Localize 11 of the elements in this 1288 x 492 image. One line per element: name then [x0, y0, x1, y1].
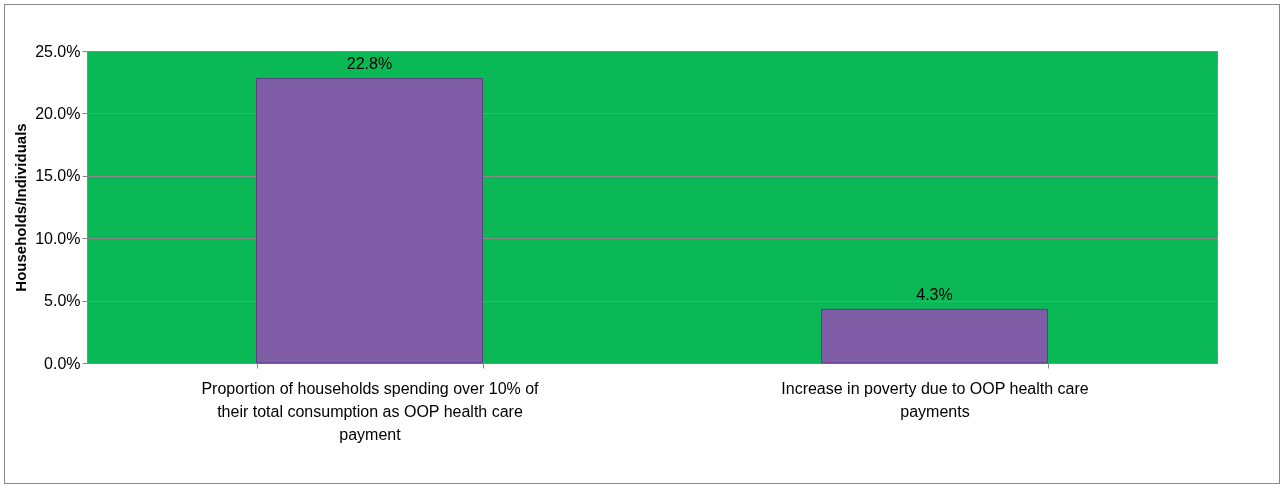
y-tick-label: 25.0%	[35, 42, 81, 60]
x-tick-label: Proportion of households spending over 10% of their total consumption as OOP health care payment	[201, 379, 540, 443]
y-tick-label: 0.0%	[44, 354, 81, 372]
y-axis-title: Households/Individuals	[12, 123, 30, 292]
y-tick-label: 5.0%	[44, 292, 81, 310]
data-label: 4.3%	[916, 286, 953, 304]
x-tick-label: Increase in poverty due to OOP health care payments	[781, 379, 1089, 420]
y-tick-label: 20.0%	[35, 104, 81, 122]
y-tick-label: 10.0%	[35, 229, 81, 247]
data-label: 22.8%	[346, 55, 393, 73]
y-tick-label: 15.0%	[35, 167, 81, 185]
